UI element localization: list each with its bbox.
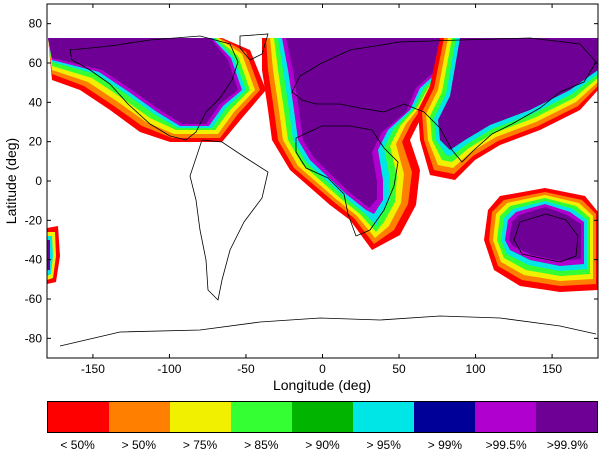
legend-label: > 99% bbox=[427, 438, 463, 452]
legend-swatch bbox=[170, 402, 231, 432]
legend-label: > 90% bbox=[305, 438, 340, 452]
africa-outline bbox=[295, 125, 399, 237]
legend-swatch bbox=[109, 402, 170, 432]
coverage-atlantic-europe-africa bbox=[262, 38, 470, 250]
y-tick-label: 80 bbox=[29, 17, 43, 31]
y-tick-label: 40 bbox=[29, 95, 43, 109]
x-tick-label: -50 bbox=[237, 362, 255, 376]
legend-label: > 75% bbox=[182, 438, 218, 452]
y-tick-label: -80 bbox=[25, 331, 43, 345]
y-tick-label: 60 bbox=[29, 56, 43, 70]
legend-label: > 85% bbox=[244, 438, 279, 452]
eurasia-outline bbox=[291, 37, 597, 163]
coverage-australia bbox=[484, 188, 598, 292]
y-axis-ticks: 80 60 40 20 0 -20 -40 -60 -80 bbox=[25, 17, 598, 345]
legend-swatch bbox=[231, 402, 292, 432]
australia-outline bbox=[513, 213, 579, 263]
legend-label: >99.5% bbox=[485, 438, 527, 452]
coverage-eastern-pacific bbox=[47, 226, 60, 284]
x-tick-label: -150 bbox=[81, 362, 105, 376]
legend-label: > 95% bbox=[366, 438, 401, 452]
legend-swatch bbox=[475, 402, 536, 432]
coverage-asia bbox=[418, 38, 598, 180]
legend-label: < 50% bbox=[60, 438, 95, 452]
legend-swatch bbox=[292, 402, 353, 432]
x-axis-ticks: -150 -100 -50 0 50 100 150 bbox=[81, 4, 562, 376]
north-america-outline bbox=[69, 35, 239, 141]
y-axis-label: Latitude (deg) bbox=[3, 138, 19, 224]
legend-label: >99.9% bbox=[546, 438, 588, 452]
greenland-outline bbox=[239, 33, 269, 61]
coastlines bbox=[59, 33, 597, 347]
x-axis-label: Longitude (deg) bbox=[273, 377, 371, 393]
y-tick-label: -40 bbox=[25, 253, 43, 267]
y-tick-label: 0 bbox=[35, 174, 42, 188]
y-tick-label: -60 bbox=[25, 292, 43, 306]
coverage-north-america bbox=[48, 38, 266, 142]
y-tick-label: -20 bbox=[25, 213, 43, 227]
legend-swatch bbox=[48, 402, 109, 432]
legend-swatch bbox=[536, 402, 597, 432]
x-tick-label: 0 bbox=[319, 362, 326, 376]
coverage-layer bbox=[47, 33, 598, 347]
legend-swatch bbox=[353, 402, 414, 432]
y-tick-label: 20 bbox=[29, 135, 43, 149]
legend-colorbar bbox=[47, 401, 598, 433]
coverage-map: -150 -100 -50 0 50 100 150 80 60 40 20 0 -20 -40 -60 -… bbox=[3, 3, 599, 393]
legend-labels: < 50% > 50% > 75% > 85% > 90% > 95% > 99% >99.5… bbox=[47, 438, 598, 452]
x-tick-label: -100 bbox=[157, 362, 181, 376]
x-tick-label: 50 bbox=[392, 362, 406, 376]
south-america-outline bbox=[189, 139, 269, 301]
legend-swatch bbox=[414, 402, 475, 432]
x-tick-label: 100 bbox=[466, 362, 486, 376]
legend-label: > 50% bbox=[121, 438, 156, 452]
x-tick-label: 150 bbox=[542, 362, 562, 376]
antarctica-outline bbox=[59, 315, 597, 347]
